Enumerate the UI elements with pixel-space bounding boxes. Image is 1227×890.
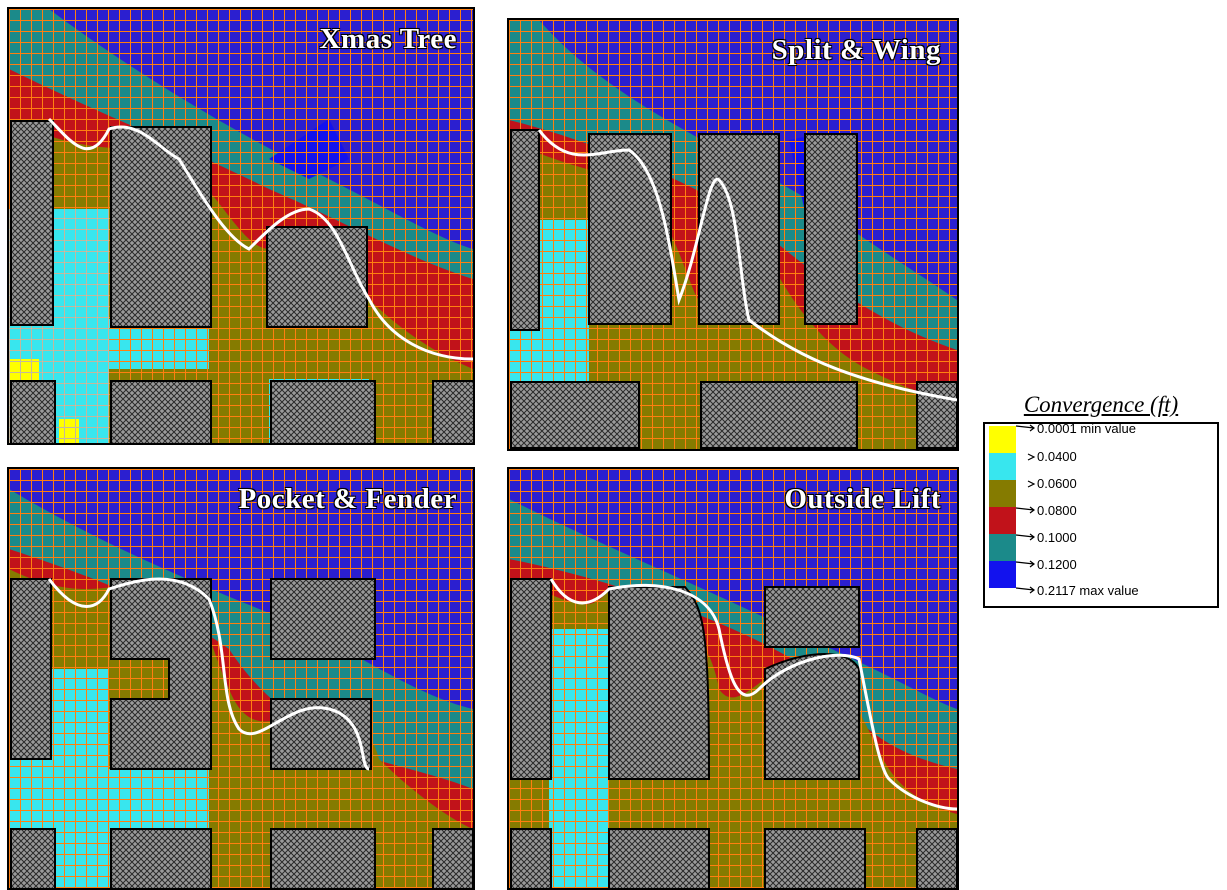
legend: Convergence (ft) 0.0001 min value 0.0400…	[983, 392, 1219, 608]
legend-swatch	[989, 561, 1016, 588]
legend-label: 0.0001 min value	[1037, 421, 1137, 436]
legend-label: 0.2117 max value	[1037, 583, 1139, 598]
legend-swatch	[989, 507, 1016, 534]
legend-label: 0.0400	[1037, 449, 1077, 464]
convergence-map-pocket-fender	[9, 469, 473, 888]
panel-xmas-tree: Xmas Tree	[7, 7, 475, 445]
convergence-map-outside-lift	[509, 469, 957, 888]
legend-swatch	[989, 453, 1016, 480]
legend-box: 0.0001 min value 0.0400 0.0600 0.0800 0.…	[983, 421, 1219, 608]
legend-label: 0.0800	[1037, 503, 1077, 518]
panel-title: Pocket & Fender	[238, 483, 457, 515]
legend-title: Convergence (ft)	[1023, 392, 1179, 417]
legend-label: 0.0600	[1037, 476, 1077, 491]
legend-swatch	[989, 534, 1016, 561]
legend-swatch	[989, 480, 1016, 507]
panel-split-wing: Split & Wing	[507, 18, 959, 451]
panel-title: Split & Wing	[771, 34, 941, 66]
panel-title: Outside Lift	[784, 483, 941, 515]
panel-pocket-fender: Pocket & Fender	[7, 467, 475, 890]
panel-outside-lift: Outside Lift	[507, 467, 959, 890]
convergence-map-split-wing	[509, 20, 957, 449]
legend-label: 0.1000	[1037, 530, 1077, 545]
legend-swatch	[989, 426, 1016, 453]
convergence-map-xmas-tree	[9, 9, 473, 443]
legend-label: 0.1200	[1037, 557, 1077, 572]
panel-title: Xmas Tree	[319, 23, 457, 55]
legend-arrows	[1016, 424, 1036, 594]
